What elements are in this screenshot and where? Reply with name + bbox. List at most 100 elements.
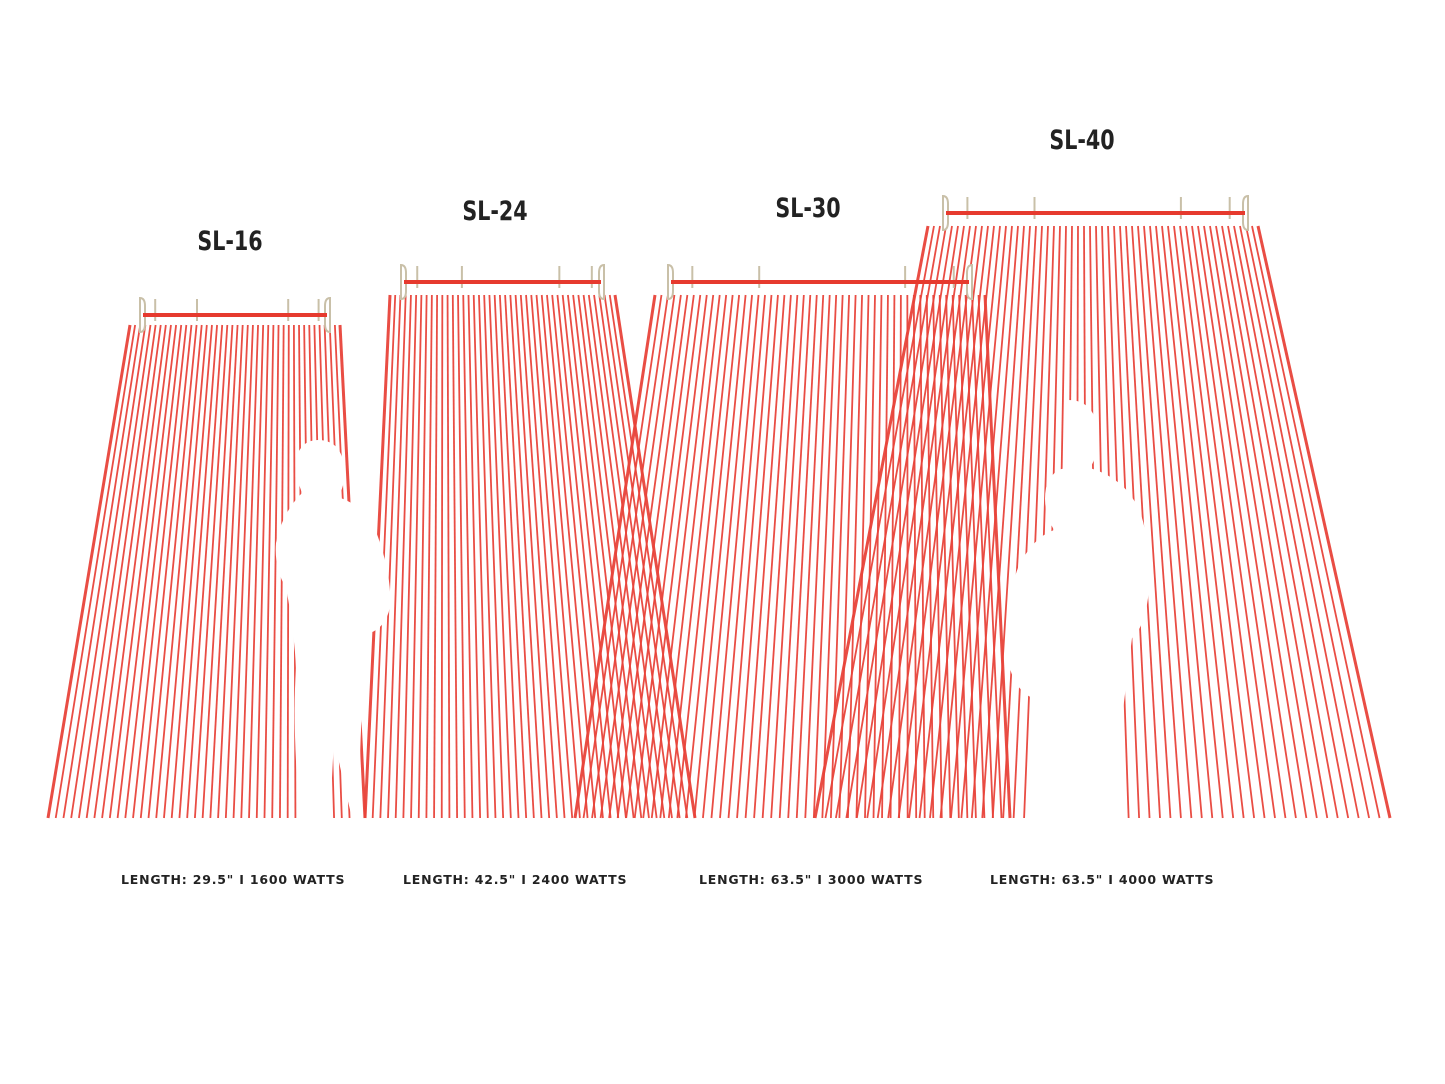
heat-ray — [908, 225, 983, 819]
heat-ray — [530, 294, 574, 819]
heat-ray — [881, 294, 889, 819]
heater-title-sl30: SL-30 — [775, 193, 841, 224]
heat-ray — [1173, 225, 1245, 819]
heat-ray — [155, 324, 203, 819]
heat-ray — [829, 294, 851, 819]
heat-ray — [1239, 225, 1360, 819]
heat-ray — [101, 324, 167, 819]
heat-ray — [864, 294, 876, 819]
heat-ray — [603, 294, 681, 819]
heat-ray — [147, 324, 198, 819]
heat-ray — [240, 324, 259, 819]
heat-ray — [483, 294, 505, 819]
heat-ray — [821, 294, 844, 819]
heat-ray — [519, 294, 558, 819]
heat-ray — [855, 294, 870, 819]
heat-ray — [493, 294, 520, 819]
heat-ray — [778, 294, 812, 819]
heat-ray — [271, 324, 280, 819]
heater-spec-sl30: LENGTH: 63.5" I 3000 WATTS — [699, 872, 924, 887]
heat-ray — [78, 324, 152, 819]
heat-ray — [1137, 225, 1182, 819]
heater-end-bracket — [966, 263, 973, 301]
heat-ray — [950, 225, 1007, 819]
heat-ray — [855, 225, 953, 819]
heat-ray — [1221, 225, 1329, 819]
heat-ray — [467, 294, 482, 819]
heat-ray — [567, 294, 627, 819]
heat-ray — [684, 294, 741, 819]
heat-ray — [402, 294, 418, 819]
heater-title-sl24: SL-24 — [462, 196, 528, 227]
heat-ray — [983, 294, 1012, 819]
heat-ray — [1002, 225, 1037, 819]
heat-ray — [616, 294, 689, 819]
heat-ray — [1012, 225, 1043, 819]
heat-ray — [598, 294, 673, 819]
heat-ray — [255, 324, 270, 819]
heat-ray — [1191, 225, 1276, 819]
heat-ray — [1167, 225, 1235, 819]
heat-ray — [178, 324, 218, 819]
heat-ray — [410, 294, 423, 819]
heater-end-bracket — [139, 296, 146, 334]
heat-ray — [702, 294, 753, 819]
heat-ray — [719, 294, 766, 819]
heat-ray — [812, 294, 838, 819]
heat-ray — [872, 294, 883, 819]
heater-title-sl40: SL-40 — [1049, 125, 1115, 156]
heat-ray — [551, 294, 604, 819]
heat-ray — [1251, 225, 1381, 819]
heat-ray — [446, 294, 451, 819]
heat-ray — [582, 294, 650, 819]
heat-ray — [608, 294, 689, 819]
heat-ray — [1227, 225, 1339, 819]
heat-ray — [194, 324, 229, 819]
heat-ray — [1023, 225, 1049, 819]
heat-ray — [960, 225, 1013, 819]
heat-ray — [912, 294, 918, 819]
heat-ray — [761, 294, 799, 819]
heat-ray — [224, 324, 249, 819]
heat-ray — [248, 324, 265, 819]
heat-ray — [693, 294, 747, 819]
heat-ray — [478, 294, 497, 819]
heat-ray — [1161, 225, 1224, 819]
heat-ray — [971, 294, 994, 819]
heat-ray — [977, 294, 1003, 819]
heat-ray — [1215, 225, 1318, 819]
heat-ray — [676, 294, 734, 819]
heat-ray — [263, 324, 275, 819]
heat-ray — [1149, 225, 1203, 819]
heat-ray — [939, 225, 1001, 819]
heat-ray — [509, 294, 543, 819]
heat-ray — [433, 294, 438, 819]
heat-ray — [46, 324, 132, 819]
heat-ray — [573, 294, 657, 819]
heat-ray — [54, 324, 137, 819]
heat-ray — [1209, 225, 1308, 819]
heat-ray — [85, 324, 157, 819]
heat-ray — [951, 294, 969, 819]
heat-ray — [457, 294, 466, 819]
heat-ray — [710, 294, 760, 819]
heat-ray — [932, 294, 943, 819]
heat-ray — [62, 324, 142, 819]
heater-title-sl16: SL-16 — [197, 226, 263, 257]
heat-ray — [232, 324, 254, 819]
heater-spec-sl16: LENGTH: 29.5" I 1600 WATTS — [121, 872, 346, 887]
heater-spec-sl24: LENGTH: 42.5" I 2400 WATTS — [403, 872, 628, 887]
heat-ray — [498, 294, 528, 819]
heat-ray — [1245, 225, 1370, 819]
heat-ray — [1233, 225, 1350, 819]
heat-ray — [425, 294, 433, 819]
heat-ray — [170, 324, 213, 819]
heat-ray — [918, 225, 989, 819]
heat-ray — [642, 294, 708, 819]
heat-ray — [991, 225, 1031, 819]
heater-end-bracket — [1242, 194, 1249, 232]
heat-ray — [540, 294, 589, 819]
heater-end-bracket — [667, 263, 674, 301]
